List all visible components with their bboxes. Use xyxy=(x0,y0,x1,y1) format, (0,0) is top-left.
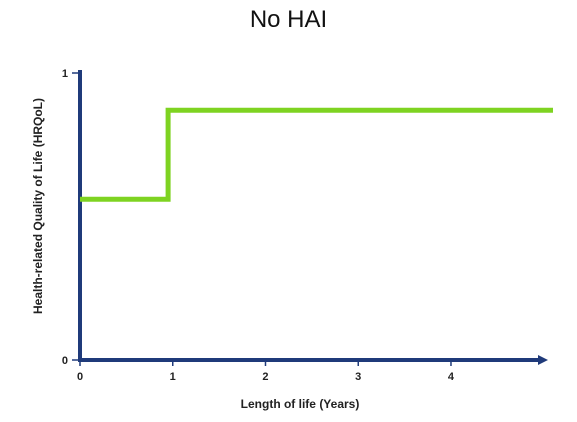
y-tick-label: 0 xyxy=(62,355,68,367)
axes xyxy=(78,70,548,365)
x-tick-label: 1 xyxy=(170,371,176,383)
y-tick-label: 1 xyxy=(62,68,68,80)
y-axis-label: Health-related Quality of Life (HRQoL) xyxy=(31,98,45,314)
x-tick-label: 0 xyxy=(77,371,83,383)
x-tick-label: 2 xyxy=(262,371,268,383)
x-tick-label: 4 xyxy=(448,371,455,383)
series-group xyxy=(80,107,553,202)
ticks: 0 1 2 3 4 0 1 xyxy=(62,68,455,383)
x-axis-label: Length of life (Years) xyxy=(241,397,360,411)
x-tick-label: 3 xyxy=(355,371,361,383)
chart-title: No HAI xyxy=(249,6,328,33)
series-line xyxy=(80,107,553,202)
x-axis-arrow xyxy=(538,355,548,365)
